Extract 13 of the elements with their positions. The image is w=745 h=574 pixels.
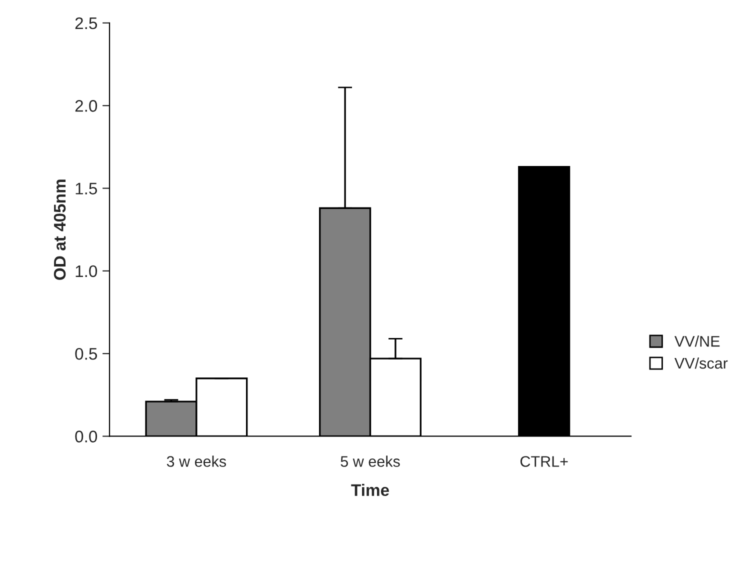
x-tick-label: 5 w eeks: [340, 456, 400, 467]
legend-label: VV/scar: [674, 357, 728, 369]
x-tick-label: 3 w eeks: [166, 456, 226, 467]
y-tick-label: 1.0: [76, 265, 98, 278]
y-tick-label: 2.0: [75, 100, 98, 112]
y-tick-label: 0.0: [75, 430, 98, 442]
y-tick-label: 2.5: [75, 17, 98, 30]
y-tick-label: 1.5: [76, 182, 98, 194]
y-tick-label: 0.5: [75, 348, 98, 360]
x-tick-label: CTRL+: [520, 456, 568, 467]
y-axis-title: OD at 405nm: [54, 180, 66, 280]
legend-label: VV/NE: [674, 336, 720, 347]
x-axis-title: Time: [351, 484, 389, 496]
